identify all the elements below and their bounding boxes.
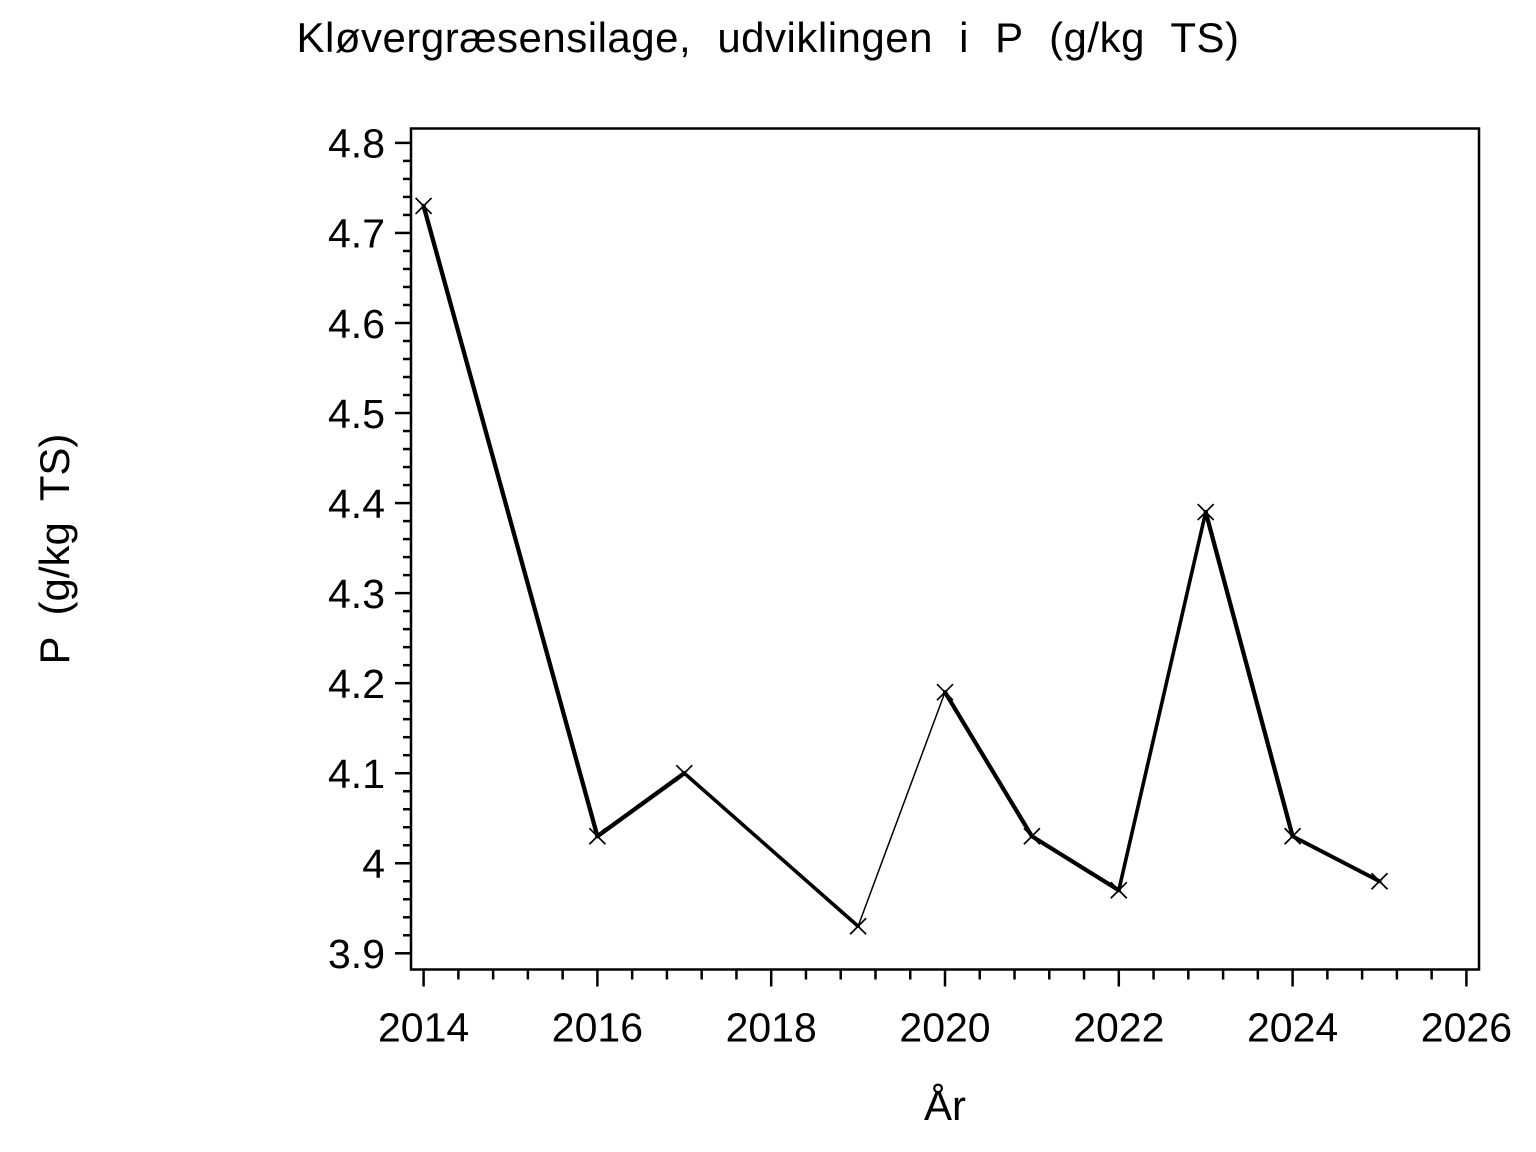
marker-stroke bbox=[1197, 503, 1215, 521]
data-line-segment bbox=[942, 690, 1034, 839]
y-tick-label: 4.8 bbox=[328, 121, 385, 167]
marker-stroke bbox=[936, 683, 954, 701]
data-point-marker bbox=[588, 827, 607, 845]
y-tick-label: 4 bbox=[362, 841, 385, 887]
marker-stroke bbox=[675, 764, 693, 782]
x-tick-label: 2022 bbox=[1073, 1005, 1164, 1051]
data-line-segment bbox=[1290, 834, 1382, 884]
x-tick-label: 2018 bbox=[726, 1005, 817, 1051]
x-tick-label: 2024 bbox=[1247, 1005, 1338, 1051]
data-line-segment bbox=[1029, 834, 1121, 893]
data-point-marker bbox=[849, 917, 867, 935]
data-line-segment bbox=[1116, 510, 1208, 893]
data-line-segment bbox=[595, 771, 687, 839]
data-line-segment bbox=[1203, 509, 1295, 839]
marker-stroke bbox=[849, 917, 867, 935]
data-point-marker bbox=[414, 197, 433, 215]
y-tick-label: 4.5 bbox=[328, 391, 385, 437]
x-axis-title: År bbox=[924, 1082, 966, 1129]
data-line-segment bbox=[682, 771, 860, 929]
y-tick-label: 4.7 bbox=[328, 211, 385, 257]
y-tick-label: 4.4 bbox=[328, 481, 385, 527]
marker-stroke bbox=[1110, 881, 1128, 899]
marker-stroke bbox=[414, 197, 433, 215]
y-tick-label: 4.6 bbox=[328, 301, 385, 347]
plot-frame bbox=[409, 127, 1481, 971]
x-tick-label: 2026 bbox=[1421, 1005, 1512, 1051]
y-tick-label: 3.9 bbox=[328, 931, 385, 977]
x-tick-label: 2016 bbox=[552, 1005, 643, 1051]
data-point-marker bbox=[1370, 872, 1389, 890]
x-tick-label: 2020 bbox=[899, 1005, 990, 1051]
data-line-segment bbox=[421, 203, 600, 839]
data-point-marker bbox=[1197, 503, 1215, 521]
x-tick-label: 2014 bbox=[378, 1005, 469, 1051]
data-point-marker bbox=[1283, 827, 1302, 845]
y-tick-label: 4.2 bbox=[328, 661, 385, 707]
marker-stroke bbox=[588, 827, 607, 845]
marker-stroke bbox=[1283, 827, 1302, 845]
marker-stroke bbox=[1370, 872, 1389, 890]
data-line-segment bbox=[857, 691, 946, 928]
data-point-marker bbox=[1110, 881, 1128, 899]
y-tick-label: 4.3 bbox=[328, 571, 385, 617]
data-point-marker bbox=[936, 683, 954, 701]
data-point-marker bbox=[675, 764, 693, 782]
data-point-marker bbox=[1023, 827, 1041, 845]
marker-stroke bbox=[1023, 827, 1041, 845]
chart-title: Kløvergræsensilage, udviklingen i P (g/k… bbox=[296, 14, 1240, 61]
y-tick-label: 4.1 bbox=[328, 751, 385, 797]
